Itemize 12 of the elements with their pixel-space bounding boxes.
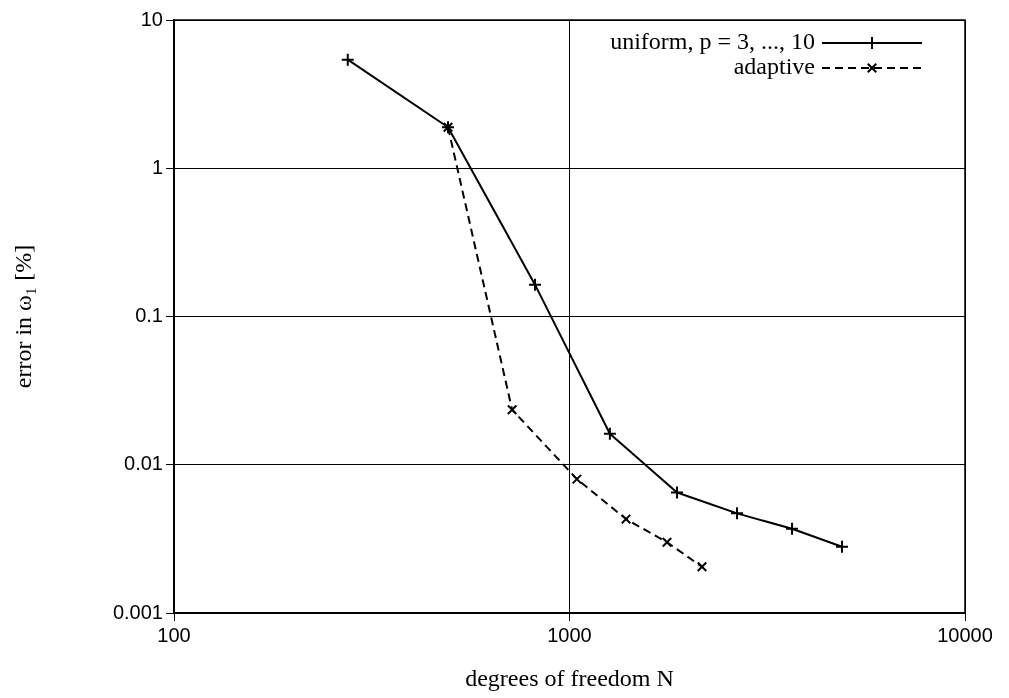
y-tick-label: 10 <box>140 7 163 30</box>
y-tick-label: 0.1 <box>135 304 163 327</box>
y-tick-label: 1 <box>151 155 163 178</box>
x-tick-label: 1000 <box>547 623 592 646</box>
x-tick-label: 100 <box>157 623 191 646</box>
legend-label: uniform, p = 3, ..., 10 <box>610 28 815 55</box>
y-tick-label: 0.001 <box>112 600 163 623</box>
y-tick-label: 0.01 <box>124 452 163 475</box>
x-axis-title: degrees of freedom N <box>465 664 674 691</box>
x-tick-label: 10000 <box>937 623 993 646</box>
y-axis-title: error in ω₁ [%] <box>9 244 36 389</box>
legend-label: adaptive <box>733 53 815 80</box>
